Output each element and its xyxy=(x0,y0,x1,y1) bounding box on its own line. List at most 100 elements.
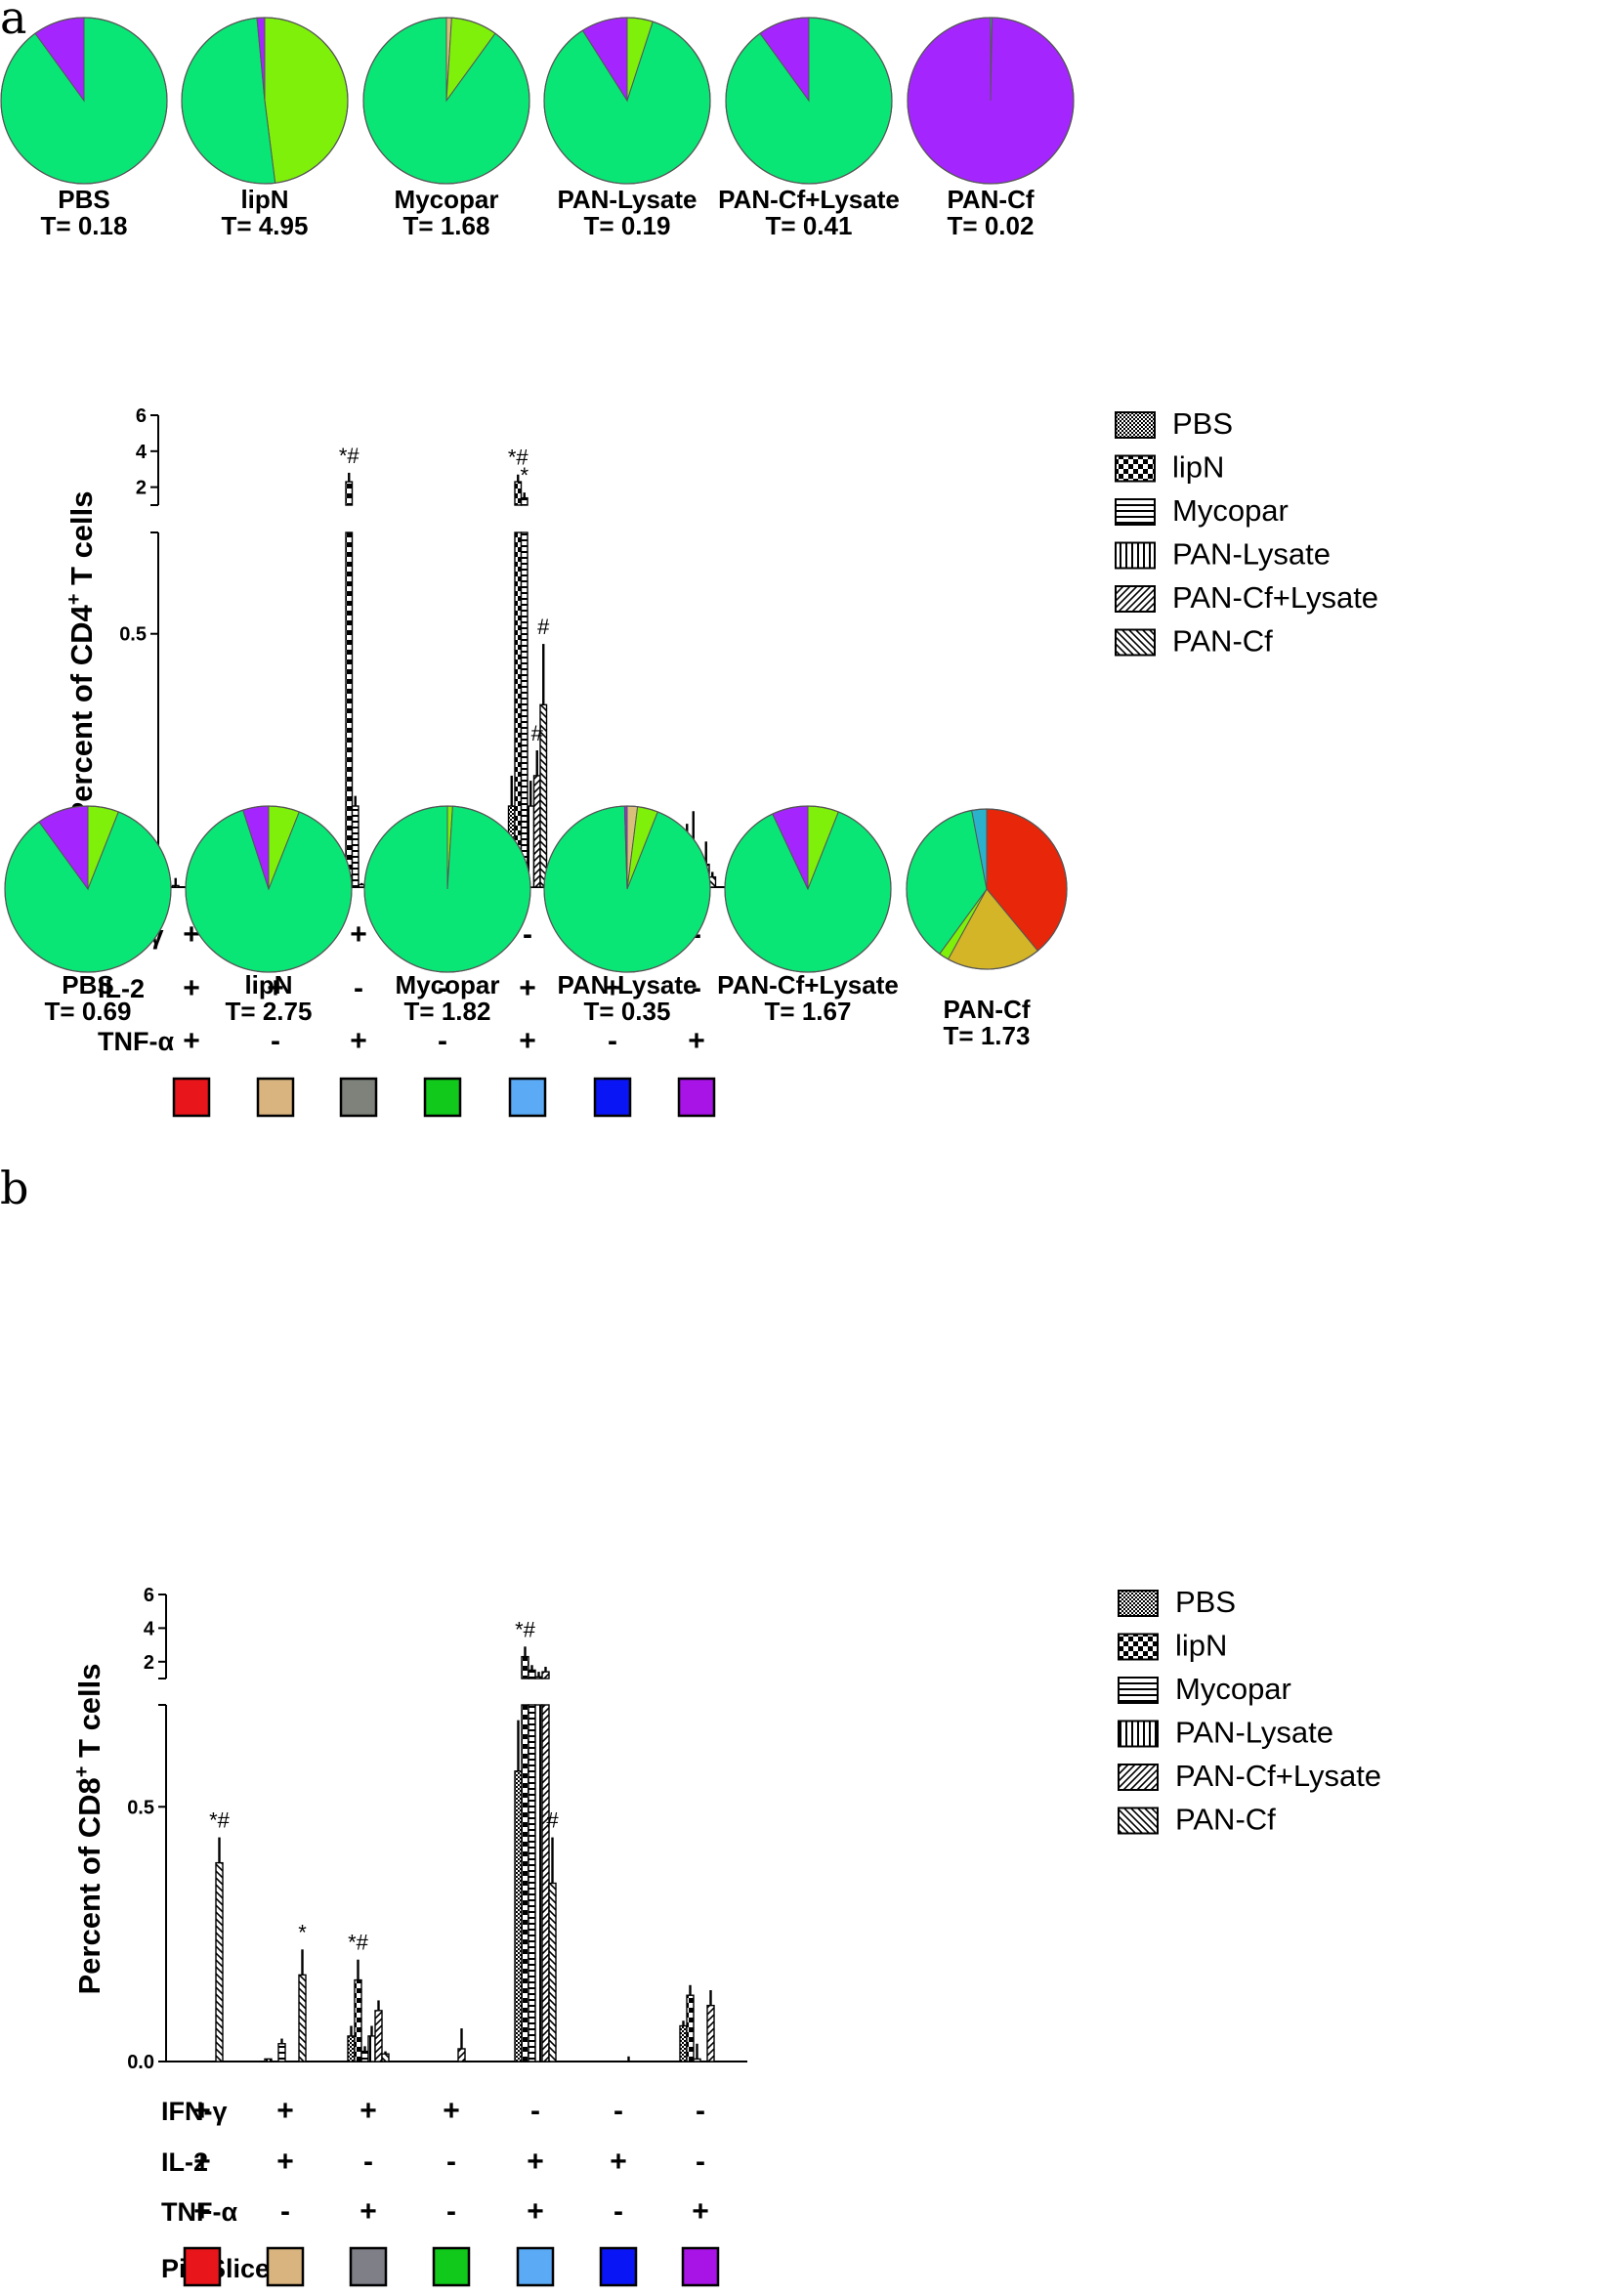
legend-swatch-pan-cf-lysate xyxy=(1115,585,1156,613)
significance-annotation: *# xyxy=(209,1808,231,1833)
cytokine-sign: - xyxy=(608,1025,617,1057)
panel-letter-b: b xyxy=(0,1162,28,1214)
pie-slice-color-swatch xyxy=(349,2246,388,2287)
legend-label-pan-lysate: PAN-Lysate xyxy=(1175,1716,1333,1750)
pie-name-label: PAN-Cf+Lysate xyxy=(717,970,899,999)
legend-label-mycopar: Mycopar xyxy=(1175,1672,1291,1706)
bar-mycopar-group-3 xyxy=(351,805,359,888)
cytokine-sign: + xyxy=(193,2095,211,2127)
pie-total-label: T= 0.35 xyxy=(584,997,671,1026)
y-tick-label: 6 xyxy=(136,405,147,427)
pie-slice-color-swatch xyxy=(593,1077,632,1118)
pie-slice-yellowgreen xyxy=(264,17,349,184)
pie-outline xyxy=(725,17,893,185)
cytokine-sign: + xyxy=(183,1025,200,1057)
panel-letter-a: a xyxy=(0,0,26,44)
bar-mycopar-group-2 xyxy=(277,2043,286,2062)
legend-label-pan-cf-lysate: PAN-Cf+Lysate xyxy=(1175,1759,1381,1793)
y-tick-label: 0.5 xyxy=(127,1797,154,1818)
pie-total-label: T= 1.82 xyxy=(404,997,491,1026)
pie-slice-color-swatch xyxy=(183,2246,222,2287)
bar-pbs-group-2 xyxy=(264,2058,273,2062)
cytokine-label-il-2: IL-2 xyxy=(161,2147,208,2177)
pie-pan-cf: PAN-CfT= 1.73 xyxy=(906,808,1068,1050)
bar-pan-lysate-group-3 xyxy=(367,2035,376,2062)
cytokine-sign: - xyxy=(530,2095,540,2127)
pie-outline xyxy=(543,805,711,973)
bar-pan-cf-lysate-group-5 xyxy=(541,1671,550,1679)
pie-name-label: PBS xyxy=(62,970,113,999)
bar-pan-cf-group-5 xyxy=(548,1882,557,2062)
pie-name-label: PAN-Cf xyxy=(943,995,1030,1024)
legend-swatch-pan-cf-lysate xyxy=(1118,1764,1159,1791)
legend-swatch-pan-lysate xyxy=(1115,541,1156,570)
cytokine-sign: + xyxy=(692,2195,709,2228)
pie-name-label: Mycopar xyxy=(396,970,500,999)
y-tick-label: 2 xyxy=(136,478,147,499)
pie-total-label: T= 1.73 xyxy=(944,1021,1031,1050)
pie-slice-color-swatch xyxy=(256,1077,295,1118)
cytokine-sign: + xyxy=(688,1025,705,1057)
pie-outline xyxy=(906,808,1068,970)
legend-swatch-pan-cf xyxy=(1118,1807,1159,1835)
bar-mycopar-group-5-lower xyxy=(528,1704,536,2062)
pie-total-label: T= 1.68 xyxy=(403,211,490,240)
bar-pan-cf-group-2 xyxy=(298,1974,307,2062)
pie-total-label: T= 0.18 xyxy=(41,211,128,240)
significance-annotation: *# xyxy=(348,1931,369,1955)
legend-label-pbs: PBS xyxy=(1172,406,1233,441)
cytokine-sign: + xyxy=(519,972,536,1004)
pie-total-label: T= 1.67 xyxy=(765,997,852,1026)
legend-swatch-pan-lysate xyxy=(1118,1720,1159,1748)
pie-name-label: lipN xyxy=(244,970,292,999)
bar-lipn-group-7 xyxy=(686,1994,695,2062)
bar-lipn-group-5-lower xyxy=(514,531,523,888)
cytokine-sign: - xyxy=(354,972,363,1004)
pie-slice-color-swatch xyxy=(677,1077,716,1118)
cytokine-sign: - xyxy=(280,2195,290,2228)
bar-pan-cf-group-1 xyxy=(215,1861,224,2062)
legend-swatch-lipn xyxy=(1118,1633,1159,1661)
pie-total-label: T= 0.19 xyxy=(584,211,671,240)
bar-mycopar-group-7 xyxy=(693,2058,701,2062)
bar-pan-cf-lysate-group-4 xyxy=(457,2048,466,2062)
legend-label-pan-cf-lysate: PAN-Cf+Lysate xyxy=(1172,580,1378,615)
bar-lipn-group-5 xyxy=(521,1655,529,1679)
legend-label-pan-lysate: PAN-Lysate xyxy=(1172,537,1331,572)
legend-label-lipn: lipN xyxy=(1175,1629,1227,1663)
y-tick-label: 0.0 xyxy=(127,2052,154,2073)
pie-slice-color-swatch xyxy=(599,2246,638,2287)
cytokine-label-ifn: IFN-γ xyxy=(161,2097,228,2126)
bar-pbs-group-5 xyxy=(514,1770,523,2062)
pie-name-label: PBS xyxy=(58,185,109,214)
bar-mycopar-group-5-lower xyxy=(520,531,529,888)
cytokine-sign: + xyxy=(359,2095,377,2127)
cytokine-sign: + xyxy=(519,1025,536,1057)
cytokine-sign: + xyxy=(443,2095,460,2127)
pie-name-label: lipN xyxy=(240,185,288,214)
y-axis-label-suffix: T cells xyxy=(72,1663,106,1765)
y-axis-label: Percent of CD4+ T cells xyxy=(63,490,99,822)
legend-swatch-mycopar xyxy=(1118,1677,1159,1704)
bar-lipn-group-3 xyxy=(345,481,354,506)
pie-name-label: PAN-Lysate xyxy=(557,185,697,214)
bar-mycopar-group-5 xyxy=(520,496,529,506)
legend-swatch-lipn xyxy=(1115,454,1156,483)
significance-annotation: # xyxy=(531,721,544,745)
cytokine-sign: + xyxy=(527,2195,544,2228)
cytokine-sign: + xyxy=(183,972,200,1004)
cytokine-sign: - xyxy=(523,918,532,951)
cytokine-sign: - xyxy=(446,2195,456,2228)
y-axis-label-main: Percent of CD4 xyxy=(64,605,99,823)
pie-pan-cf: PAN-CfT= 0.02 xyxy=(907,17,1075,240)
